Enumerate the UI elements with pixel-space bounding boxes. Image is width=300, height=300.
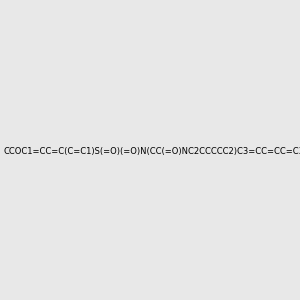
Text: CCOC1=CC=C(C=C1)S(=O)(=O)N(CC(=O)NC2CCCCC2)C3=CC=CC=C3: CCOC1=CC=C(C=C1)S(=O)(=O)N(CC(=O)NC2CCCC… (3, 147, 300, 156)
